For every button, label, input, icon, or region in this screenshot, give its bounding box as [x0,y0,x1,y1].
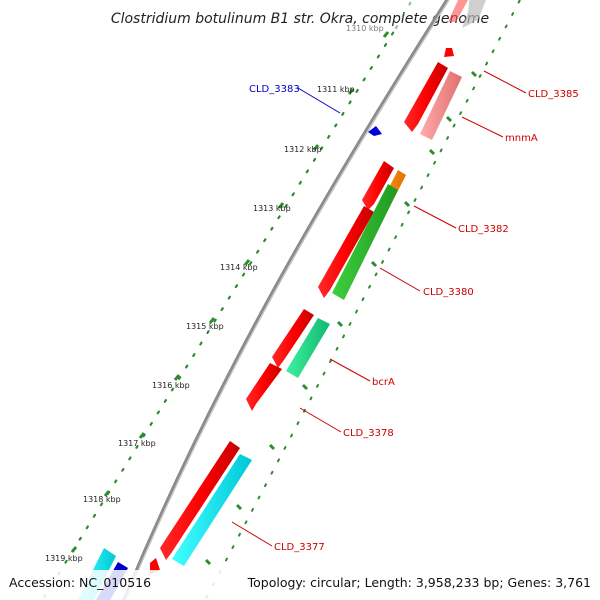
tick-label: 1318 kbp [83,495,121,504]
genome-backbone [122,0,450,600]
gene-label-cld-3382: CLD_3382 [458,224,509,235]
gene-feature [448,0,468,22]
gene-label-cld-3380: CLD_3380 [423,287,474,298]
tick-label: 1311 kbp [317,85,355,94]
tick-ring-dots [41,26,398,600]
gene-label-cld-3385: CLD_3385 [528,89,579,100]
accession-text: Accession: NC_010516 [9,575,151,590]
gene-labels: CLD_3383 CLD_3385 mnmA CLD_3382 CLD_3380… [249,84,579,553]
gene-feature [462,0,486,28]
gene-label-bcra: bcrA [372,377,395,388]
tick-label: 1315 kbp [186,322,224,331]
gene-label-cld-3383: CLD_3383 [249,84,300,95]
tick-label: 1310 kbp [346,24,384,33]
gene-feature [246,363,282,411]
topology-text: Topology: circular; Length: 3,958,233 bp… [247,575,591,590]
gene-feature [160,441,240,560]
label-connectors [231,70,527,547]
gene-feature [420,71,462,140]
tick-label: 1313 kbp [253,204,291,213]
gene-label-cld-3378: CLD_3378 [343,428,394,439]
gene-feature [362,161,394,210]
map-title: Clostridium botulinum B1 str. Okra, comp… [111,11,489,27]
gene-feature [404,62,448,132]
tick-label: 1317 kbp [118,439,156,448]
tick-label: 1314 kbp [220,263,258,272]
gene-feature [332,184,398,300]
tick-label: 1312 kbp [284,145,322,154]
tick-labels: 1310 kbp 1311 kbp 1312 kbp 1313 kbp 1314… [45,24,384,563]
tick-marks [70,31,390,553]
gene-feature [318,206,374,298]
inner-tick-marks [204,70,478,566]
gene-label-mnma: mnmA [505,133,538,144]
tick-ring-dots-top [394,0,414,30]
tick-label: 1316 kbp [152,381,190,390]
gene-feature [272,309,314,368]
gene-features [78,0,486,600]
gene-label-cld-3377: CLD_3377 [274,542,325,553]
gene-feature [286,318,330,378]
inner-ring-dots [204,0,521,600]
gene-feature [444,48,454,57]
gene-feature [368,126,382,136]
tick-label: 1319 kbp [45,554,83,563]
gene-feature [172,454,252,566]
